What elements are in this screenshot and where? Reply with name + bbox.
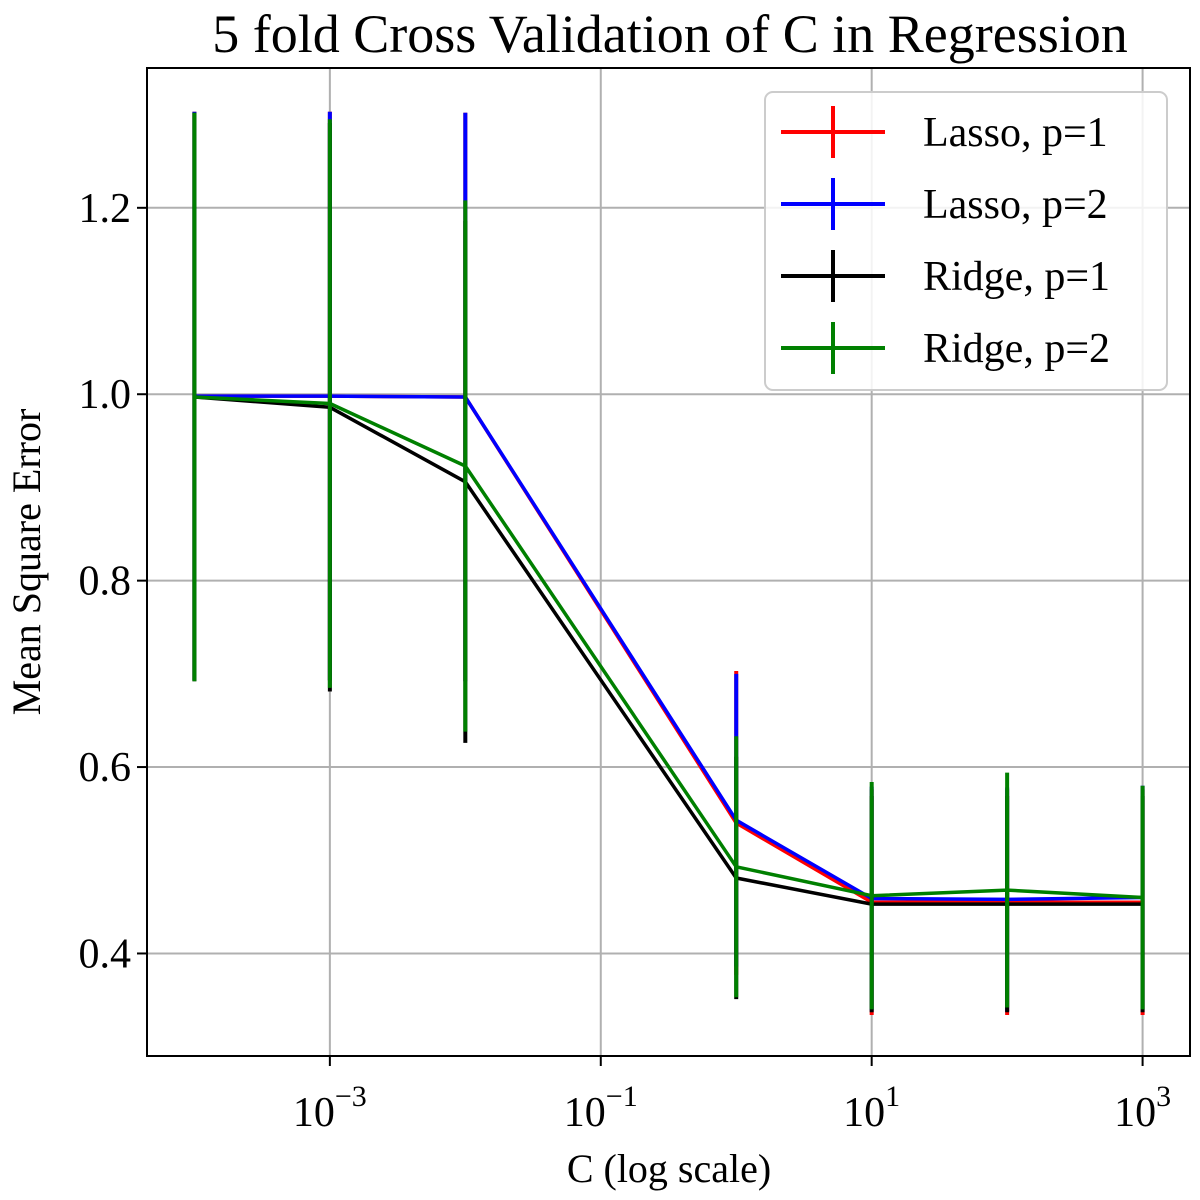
series-line [194, 395, 1143, 900]
axis-ticks: 0.40.60.81.01.210−3 10−1 101 103 [79, 186, 1172, 1136]
legend-label: Ridge, p=1 [923, 254, 1110, 300]
legend-box [764, 91, 1168, 391]
legend: Lasso, p=1 Lasso, p=2 Ridge, p=1 Ridge, p=2 [764, 91, 1168, 391]
x-tick-base: 10 [293, 1090, 335, 1136]
x-tick-label: 10−3 [293, 1080, 367, 1136]
plot-frame [146, 67, 1191, 1057]
x-tick-exponent: −3 [335, 1080, 367, 1113]
legend-label: Ridge, p=2 [923, 326, 1110, 372]
x-tick-base: 10 [843, 1090, 885, 1136]
y-tick-label: 1.2 [79, 186, 132, 232]
x-tick-base: 10 [564, 1090, 606, 1136]
x-tick-exponent: 3 [1156, 1080, 1171, 1113]
x-tick-label: 103 [1114, 1080, 1171, 1136]
y-tick-label: 1.0 [79, 372, 132, 418]
x-tick-exponent: 1 [885, 1080, 900, 1113]
legend-entry: Ridge, p=1 [781, 250, 1110, 302]
legend-entry: Lasso, p=2 [781, 178, 1108, 230]
chart-title: 5 fold Cross Validation of C in Regressi… [212, 4, 1127, 64]
x-tick-label: 10−1 [564, 1080, 638, 1136]
legend-entry: Ridge, p=2 [781, 322, 1110, 374]
x-tick-base: 10 [1114, 1090, 1156, 1136]
y-tick-label: 0.8 [79, 559, 132, 605]
y-tick-label: 0.6 [79, 745, 132, 791]
y-tick-label: 0.4 [79, 931, 132, 977]
x-axis-label: C (log scale) [567, 1146, 771, 1191]
series-layer [192, 111, 1145, 1015]
x-tick-exponent: −1 [606, 1080, 638, 1113]
series-3 [192, 112, 1145, 1010]
legend-entry: Lasso, p=1 [781, 106, 1108, 158]
y-axis-label: Mean Square Error [4, 409, 49, 716]
legend-label: Lasso, p=2 [923, 182, 1108, 228]
legend-label: Lasso, p=1 [923, 110, 1108, 156]
x-tick-label: 101 [843, 1080, 900, 1136]
